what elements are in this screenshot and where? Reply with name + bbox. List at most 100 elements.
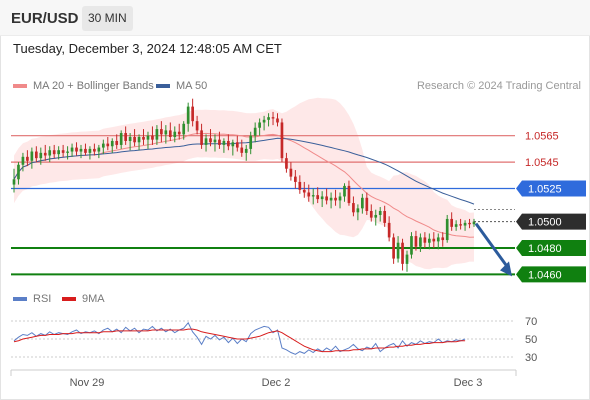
candle-body (356, 208, 360, 213)
candle-body (445, 218, 449, 241)
candle (43, 144, 47, 161)
candle (298, 175, 302, 194)
candle-body (472, 221, 476, 225)
candle (34, 146, 38, 163)
candle (387, 216, 391, 242)
legend-swatch-ma20 (13, 84, 27, 88)
candle (383, 205, 387, 227)
candle (405, 250, 409, 272)
rsi-tick-label: 50 (525, 334, 537, 346)
legend-item-ma50: MA 50 (156, 80, 207, 92)
candle (356, 204, 360, 221)
level-label-resistance: 1.0545 (525, 157, 559, 169)
candle (88, 146, 92, 160)
candle-body (115, 140, 119, 145)
candle-body (39, 152, 43, 159)
candle-body (262, 119, 266, 123)
candle-body (110, 140, 114, 147)
candle (253, 122, 257, 143)
candle-body (468, 222, 471, 225)
candle-body (133, 137, 136, 143)
bollinger-band (14, 97, 474, 270)
candle-body (459, 224, 462, 226)
candle-body (124, 133, 127, 141)
candle-body (119, 133, 123, 145)
candle (347, 180, 351, 206)
candle-body (441, 237, 445, 241)
candle-body (218, 139, 221, 145)
candle-body (401, 242, 404, 264)
candle (137, 134, 141, 151)
candle (227, 134, 230, 151)
chart-header: EUR/USD 30 MIN (0, 0, 590, 36)
candle (52, 144, 56, 159)
credit-text: Research © 2024 Trading Central (416, 80, 581, 92)
candle-body (436, 237, 440, 242)
candle-body (61, 150, 65, 153)
candle (311, 188, 315, 205)
candle (84, 143, 87, 156)
candle-body (160, 129, 163, 135)
candle-body (347, 185, 351, 204)
candle (352, 196, 355, 217)
candle-body (227, 140, 230, 147)
candle (338, 192, 342, 209)
candle-body (79, 148, 83, 152)
candle (343, 183, 346, 202)
candle-body (101, 143, 105, 148)
level-tag-support (516, 240, 586, 256)
candle-body (52, 150, 56, 155)
candle (168, 122, 172, 141)
candle-body (383, 211, 387, 223)
candle-body (258, 122, 261, 128)
candle-body (285, 158, 288, 169)
candle (258, 118, 261, 136)
rsi-9ma-line (13, 328, 466, 353)
candle (445, 214, 449, 243)
candle (334, 189, 337, 206)
candle-body (168, 130, 172, 137)
candle-body (271, 117, 275, 119)
candle (410, 232, 413, 259)
level-label-pivot: 1.0525 (528, 184, 562, 196)
candle (160, 121, 163, 143)
candle (119, 130, 123, 149)
candle (151, 126, 154, 145)
candle-body (186, 106, 190, 124)
x-tick-label: Dec 3 (454, 377, 483, 389)
candle-body (70, 147, 74, 152)
candle (249, 131, 253, 155)
candle (146, 131, 150, 149)
candle-body (97, 147, 101, 152)
candle-body (334, 197, 337, 201)
candle (428, 233, 431, 250)
legend-label-9ma: 9MA (82, 293, 105, 305)
candle-body (329, 197, 333, 201)
candle (419, 233, 422, 252)
candle (392, 233, 395, 264)
candle-body (454, 224, 458, 227)
candle-body (387, 222, 391, 238)
candle (436, 233, 440, 250)
candle (294, 170, 297, 189)
candle-body (352, 203, 355, 213)
rsi-tick-label: 70 (525, 316, 537, 328)
candle-body (21, 156, 25, 165)
candle-body (463, 222, 467, 226)
candle (235, 135, 239, 152)
candle (423, 232, 427, 248)
candle (468, 218, 471, 229)
symbol-label: EUR/USD (11, 10, 79, 27)
timeframe-button[interactable]: 30 MIN (82, 6, 133, 31)
candle (325, 188, 328, 205)
candle-body (289, 168, 293, 177)
candle-body (240, 147, 244, 153)
candle-body (343, 185, 346, 197)
candle (222, 138, 226, 153)
candle-body (280, 122, 284, 159)
candle-body (213, 139, 217, 143)
candle-body (155, 129, 159, 140)
candle-body (253, 127, 257, 136)
candle (218, 131, 221, 149)
